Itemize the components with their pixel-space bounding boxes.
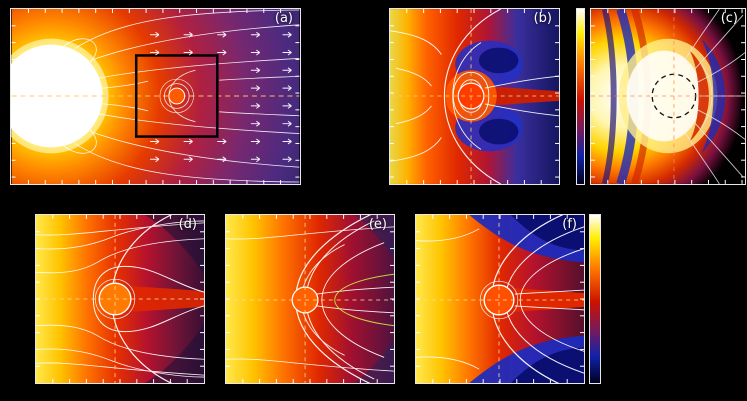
colorbar-bottom (589, 214, 601, 384)
mini-magnetosphere (159, 69, 196, 123)
panel-f-plot (416, 215, 584, 383)
panel-e-plot (226, 215, 394, 383)
wind-arrows (150, 31, 292, 163)
panel-e: (e) (225, 214, 395, 384)
open-field-lines (685, 9, 745, 184)
panel-d-label: (d) (178, 217, 197, 232)
bow-shock-and-streamlines (36, 215, 204, 383)
wind-streamlines (62, 9, 300, 183)
inset-box (134, 54, 219, 138)
current-sheet (484, 86, 559, 106)
panel-a: (a) (10, 8, 301, 185)
panel-d: (d) (35, 214, 205, 384)
panel-a-plot (11, 9, 300, 184)
red-tail (129, 286, 204, 312)
panel-c-plot (591, 9, 745, 184)
panel-d-plot (36, 215, 204, 383)
panel-b-plot (390, 9, 559, 184)
panel-e-label: (e) (368, 217, 387, 232)
panel-c: (c) (590, 8, 746, 185)
red-nose-crescent (689, 50, 709, 142)
panel-c-label: (c) (720, 11, 738, 26)
current-sheet (512, 288, 584, 312)
green-field-line (334, 273, 394, 327)
colorbar-top (576, 8, 585, 185)
panel-a-label: (a) (274, 11, 293, 26)
panel-f-label: (f) (562, 217, 577, 232)
panel-b-label: (b) (533, 11, 552, 26)
panel-b: (b) (389, 8, 560, 185)
panel-f: (f) (415, 214, 585, 384)
